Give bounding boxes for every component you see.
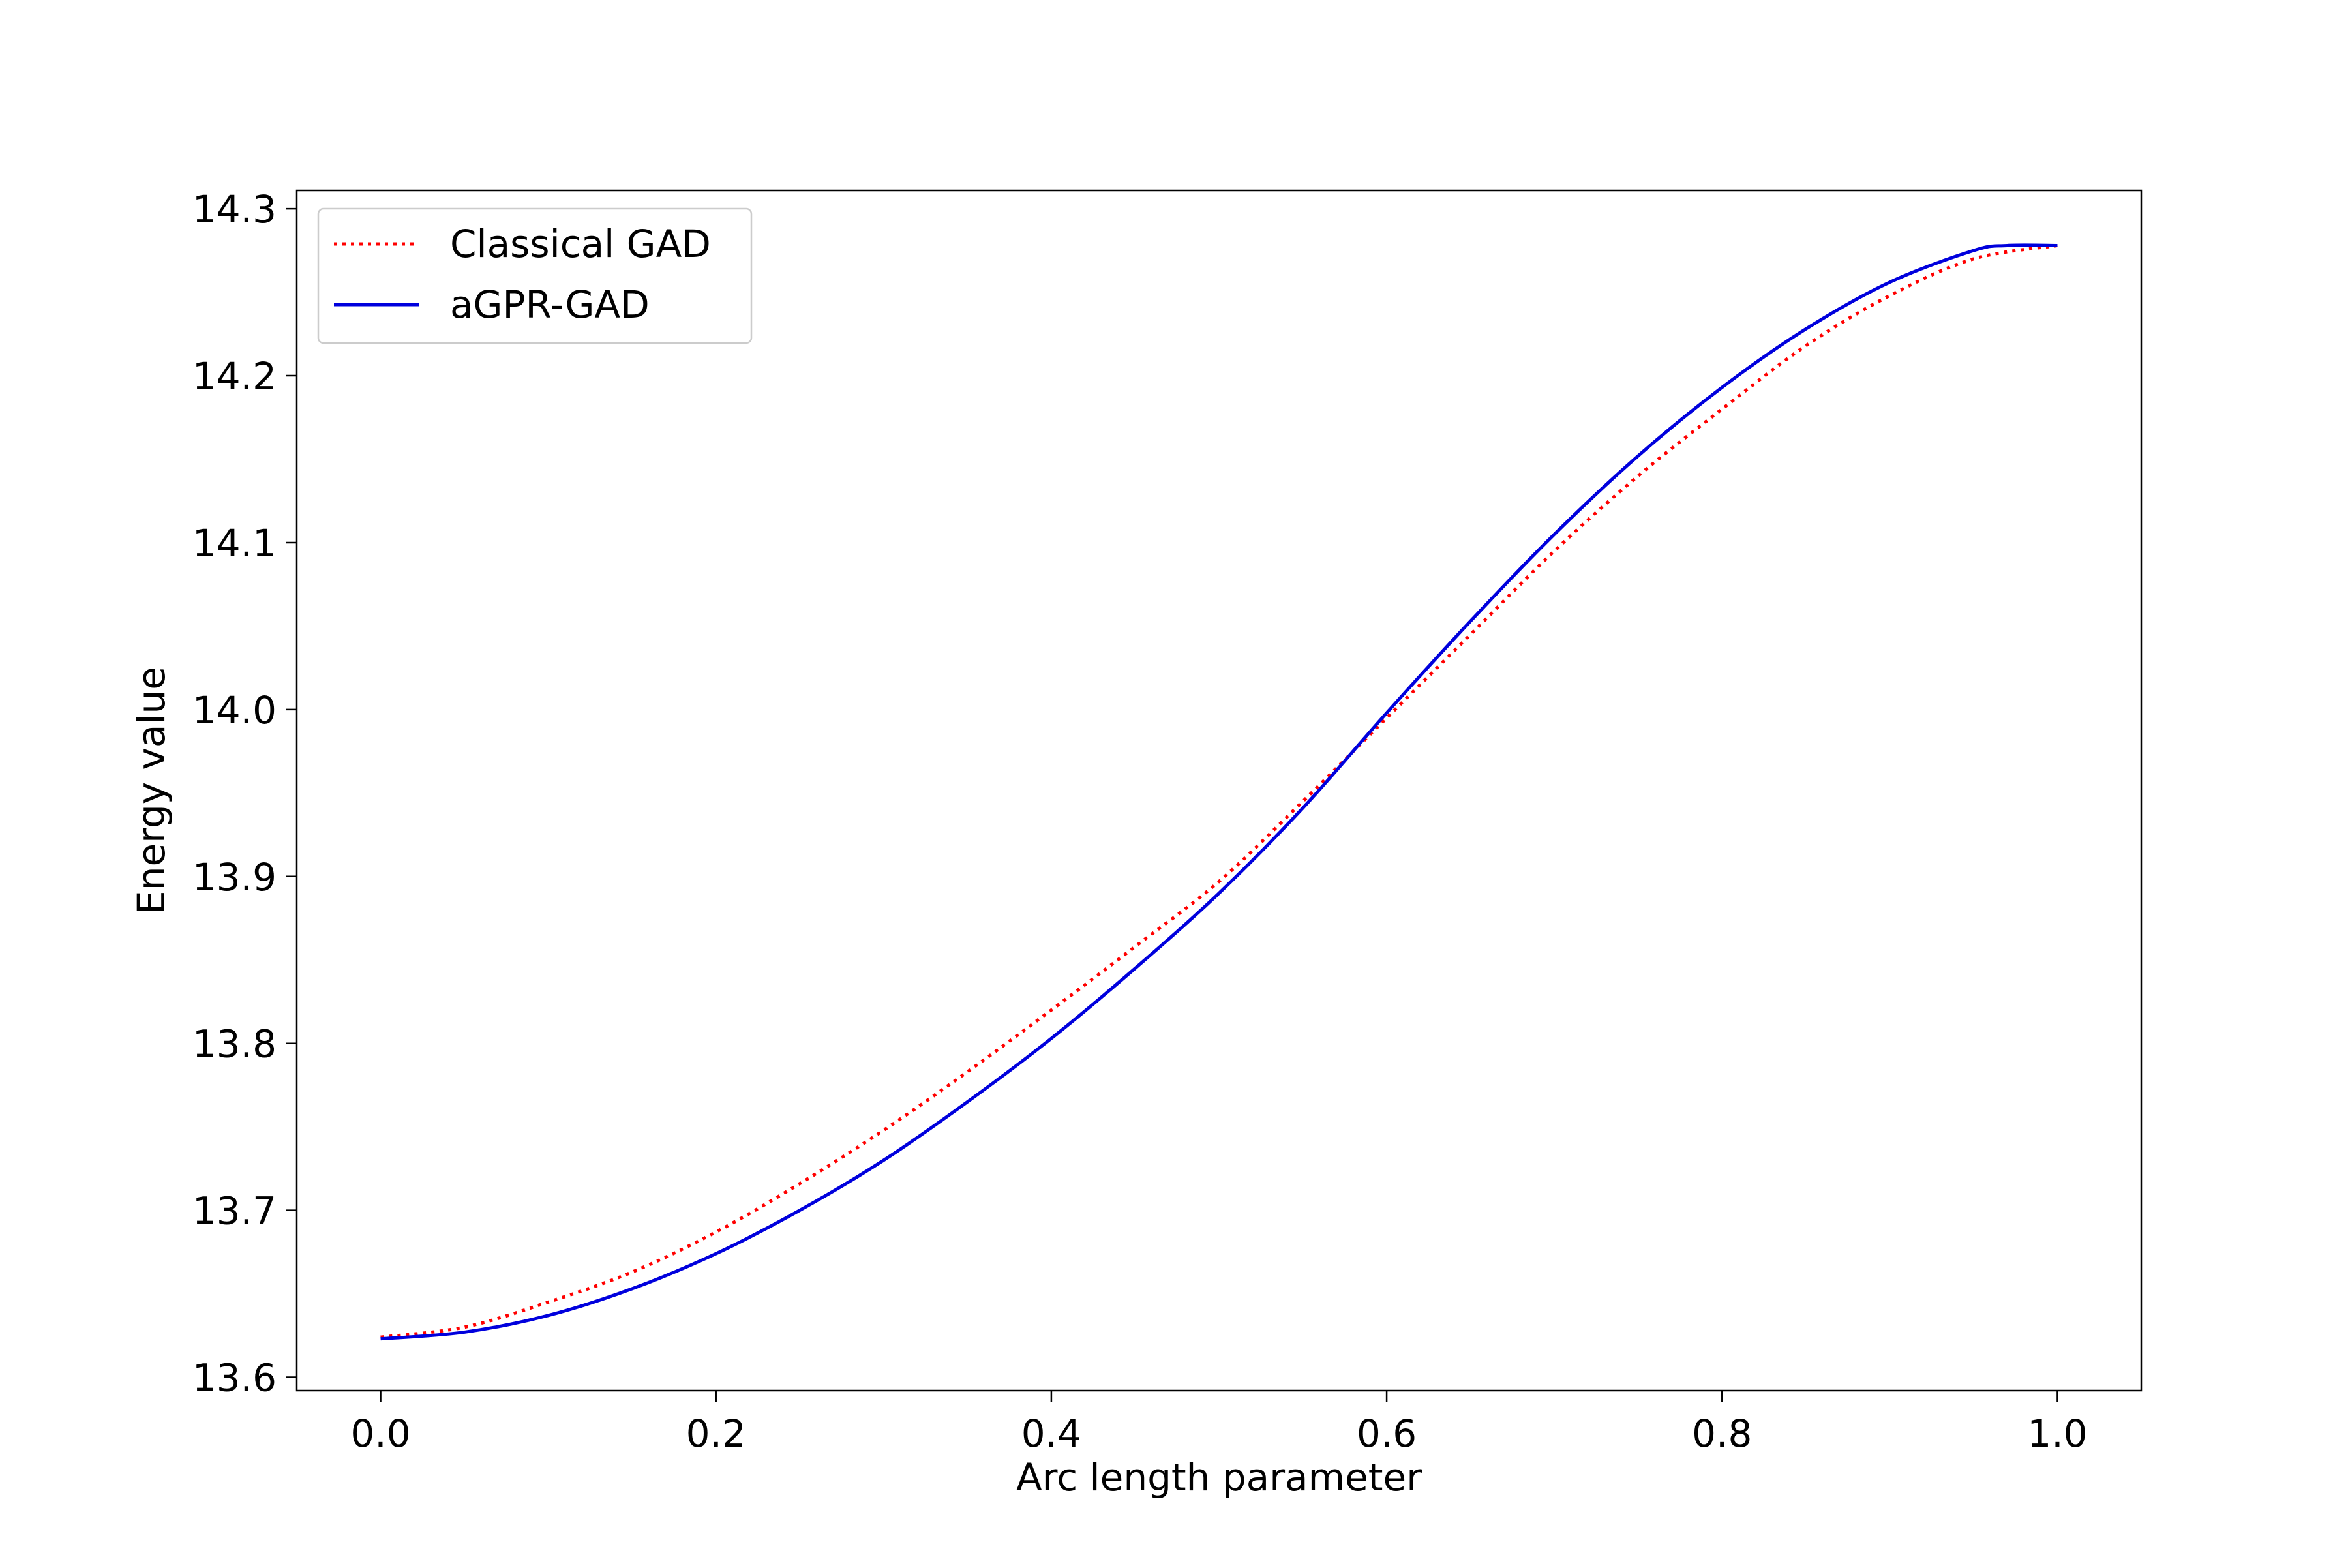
x-tick-label: 0.8 [1692,1411,1752,1456]
legend-label-agpr-gad: aGPR-GAD [450,282,650,327]
y-tick-label: 14.0 [192,688,277,732]
x-tick-label: 0.2 [686,1411,746,1456]
legend: Classical GAD aGPR-GAD [317,207,753,344]
x-tick-label: 0.4 [1021,1411,1081,1456]
y-axis-label: Energy value [129,667,173,914]
y-tick-label: 14.1 [192,521,277,565]
y-tick-label: 14.3 [192,187,277,232]
y-tick-label: 13.8 [192,1022,277,1066]
x-tick-label: 0.6 [1357,1411,1417,1456]
plot-frame [295,189,2143,1392]
series-line-agpr-gad [380,243,2058,1341]
y-tick-label: 13.9 [192,855,277,899]
y-tick-label: 14.2 [192,354,277,399]
x-tick-label: 1.0 [2027,1411,2087,1456]
y-axis-ticks: 13.6 13.7 13.8 13.9 14.0 14.1 14.2 14.3 [192,187,297,1400]
legend-label-classical-gad: Classical GAD [450,222,711,266]
y-tick-label: 13.6 [192,1356,277,1400]
legend-box [317,207,753,344]
x-axis-ticks: 0.0 0.2 0.4 0.6 0.8 1.0 [350,1391,2088,1456]
series-layer [380,243,2058,1341]
y-tick-label: 13.7 [192,1189,277,1233]
x-axis-label: Arc length parameter [1016,1455,1422,1500]
x-tick-label: 0.0 [350,1411,410,1456]
